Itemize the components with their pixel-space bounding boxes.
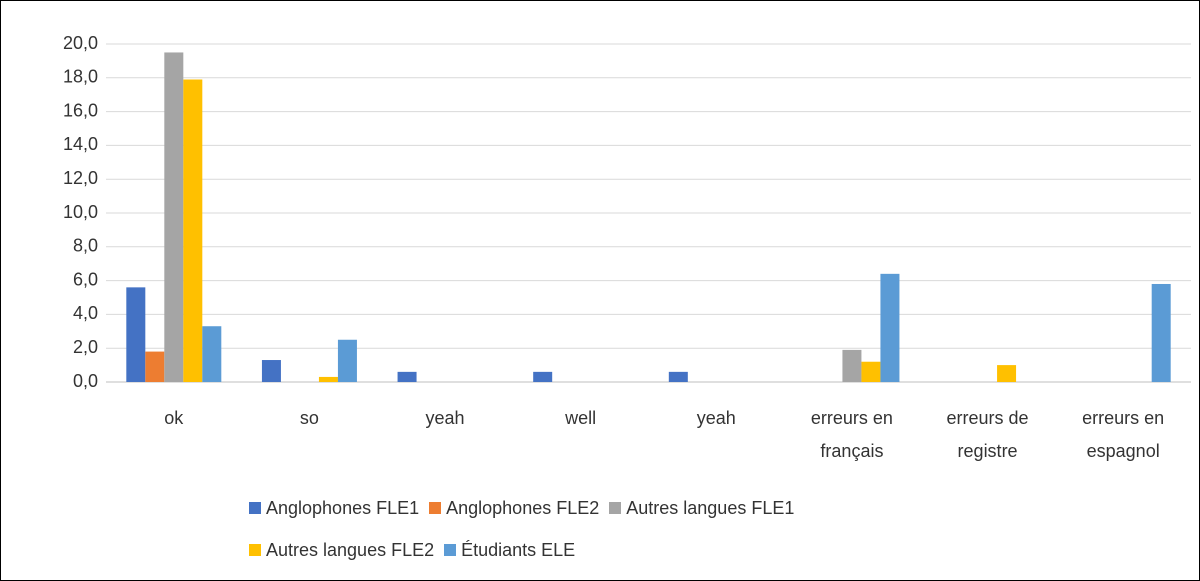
y-tick-label: 14,0 — [63, 134, 98, 154]
legend: Anglophones FLE1 Anglophones FLE2 Autres l… — [249, 491, 994, 567]
y-tick-label: 16,0 — [63, 100, 98, 120]
bar — [861, 361, 881, 382]
bar — [397, 371, 417, 382]
legend-label: Étudiants ELE — [461, 540, 576, 560]
bar — [533, 371, 553, 382]
bar — [261, 360, 281, 382]
y-tick-label: 12,0 — [63, 168, 98, 188]
bar — [668, 371, 688, 382]
legend-item: Anglophones FLE1 — [249, 491, 419, 525]
y-tick-label: 18,0 — [63, 67, 98, 87]
y-tick-label: 6,0 — [73, 269, 98, 289]
legend-swatch — [429, 502, 442, 514]
y-tick-label: 4,0 — [73, 303, 98, 323]
legend-item: Autres langues FLE2 — [249, 533, 434, 567]
legend-label: Anglophones FLE1 — [266, 498, 420, 518]
bar — [997, 365, 1017, 382]
bar — [164, 52, 184, 382]
x-tick-label: erreurs en espagnol — [1082, 408, 1165, 461]
legend-label: Anglophones FLE2 — [446, 498, 600, 518]
legend-item: Autres langues FLE1 — [609, 491, 794, 525]
x-tick-label: well — [565, 408, 597, 428]
legend-swatch — [249, 544, 261, 556]
bar — [145, 351, 165, 382]
y-tick-label: 10,0 — [63, 202, 98, 222]
bar — [1151, 283, 1171, 382]
legend-swatch — [609, 502, 622, 514]
y-tick-label: 2,0 — [73, 337, 98, 357]
bar — [126, 287, 146, 382]
legend-label: Autres langues FLE1 — [626, 498, 795, 518]
bar — [880, 273, 900, 382]
x-tick-label: erreurs en français — [810, 408, 893, 461]
x-tick-label: ok — [164, 408, 184, 428]
bar — [202, 326, 222, 382]
legend-item: Anglophones FLE2 — [429, 491, 599, 525]
x-tick-label: yeah — [425, 408, 465, 428]
y-tick-label: 8,0 — [73, 236, 98, 256]
x-tick-label: yeah — [696, 408, 736, 428]
legend-swatch — [444, 544, 457, 556]
bar — [183, 79, 203, 383]
legend-item: Étudiants ELE — [444, 533, 575, 567]
bar — [842, 349, 862, 382]
x-tick-label: so — [299, 408, 319, 428]
bar — [337, 339, 357, 382]
bar — [318, 376, 338, 382]
y-tick-label: 0,0 — [73, 371, 98, 391]
y-tick-label: 20,0 — [63, 33, 98, 53]
legend-swatch — [249, 502, 261, 514]
x-tick-label: erreurs de registre — [946, 408, 1029, 461]
legend-label: Autres langues FLE2 — [266, 540, 435, 560]
